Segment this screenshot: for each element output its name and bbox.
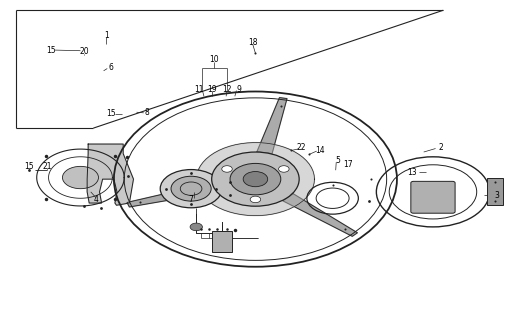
Text: 15: 15 [24, 162, 34, 171]
Text: 14: 14 [315, 146, 325, 155]
Text: 15: 15 [106, 109, 116, 118]
FancyBboxPatch shape [411, 181, 455, 213]
Text: 11: 11 [194, 85, 204, 94]
Polygon shape [283, 194, 358, 236]
Text: 12: 12 [222, 85, 232, 94]
Circle shape [171, 176, 211, 201]
Text: 15: 15 [46, 45, 56, 55]
Text: 17: 17 [343, 160, 353, 169]
Polygon shape [257, 98, 287, 154]
Circle shape [279, 166, 289, 172]
Text: 19: 19 [207, 85, 217, 94]
Text: 18: 18 [248, 38, 257, 47]
Polygon shape [127, 183, 216, 207]
Circle shape [62, 166, 99, 189]
Text: 13: 13 [408, 168, 417, 177]
Circle shape [243, 172, 268, 187]
Text: 2: 2 [438, 143, 443, 152]
Polygon shape [87, 144, 134, 205]
Text: 3: 3 [495, 190, 499, 200]
Text: 8: 8 [145, 108, 150, 117]
Circle shape [190, 223, 202, 231]
Text: 1: 1 [104, 31, 108, 40]
Circle shape [222, 166, 232, 172]
Circle shape [250, 196, 261, 203]
Circle shape [212, 152, 299, 206]
Text: 10: 10 [209, 55, 219, 64]
Text: 21: 21 [42, 162, 52, 171]
Text: 6: 6 [109, 63, 114, 72]
Text: 22: 22 [297, 143, 307, 152]
Text: 9: 9 [236, 85, 241, 94]
Text: 20: 20 [79, 47, 89, 56]
Circle shape [230, 164, 281, 195]
Polygon shape [197, 143, 314, 216]
Text: 5: 5 [335, 156, 340, 164]
Bar [487, 179, 504, 205]
Text: 7: 7 [189, 195, 194, 204]
Circle shape [160, 170, 222, 208]
Text: 4: 4 [93, 195, 99, 204]
Bar [212, 231, 232, 252]
